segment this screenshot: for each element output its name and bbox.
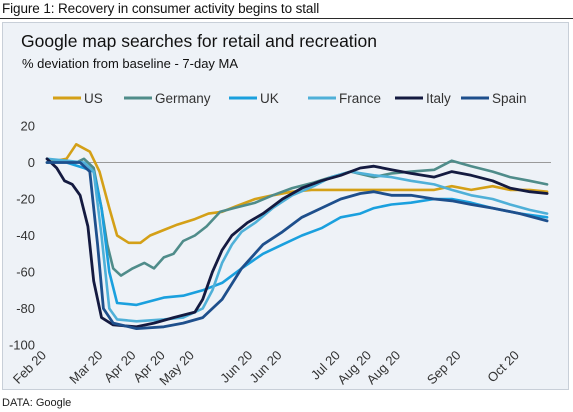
series-line-spain xyxy=(45,161,549,330)
legend-label-italy: Italy xyxy=(426,91,451,106)
legend-label-spain: Spain xyxy=(492,91,527,106)
x-tick-label: Mar 20 xyxy=(66,348,105,387)
x-tick-label: Jun 20 xyxy=(217,348,255,386)
legend-label-germany: Germany xyxy=(155,91,211,106)
x-tick-label: Aug 20 xyxy=(364,348,404,388)
caption-divider xyxy=(0,18,573,19)
y-tick-label: -80 xyxy=(16,301,35,316)
y-tick-label: -40 xyxy=(16,228,35,243)
y-tick-label: 20 xyxy=(21,119,35,134)
y-tick-label: -60 xyxy=(16,265,35,280)
y-tick-label: -20 xyxy=(16,192,35,207)
x-tick-label: Apr 20 xyxy=(101,348,139,386)
chart-subtitle: % deviation from baseline - 7-day MA xyxy=(22,56,239,71)
series-line-france xyxy=(45,157,549,323)
x-tick-label: Feb 20 xyxy=(10,348,49,387)
y-tick-label: 0 xyxy=(28,155,35,170)
x-tick-label: Jun 20 xyxy=(246,348,284,386)
chart-title: Google map searches for retail and recre… xyxy=(21,31,378,51)
series-line-italy xyxy=(45,157,549,329)
y-tick-label: -100 xyxy=(9,338,35,353)
data-source-note: DATA: Google xyxy=(2,397,72,409)
legend-label-uk: UK xyxy=(260,91,279,106)
figure-caption: Figure 1: Recovery in consumer activity … xyxy=(2,1,320,16)
series-line-uk xyxy=(45,161,549,307)
legend-label-us: US xyxy=(84,91,103,106)
x-tick-label: Sep 20 xyxy=(424,348,464,388)
legend-label-france: France xyxy=(339,91,381,106)
x-tick-label: Oct 20 xyxy=(484,348,522,386)
